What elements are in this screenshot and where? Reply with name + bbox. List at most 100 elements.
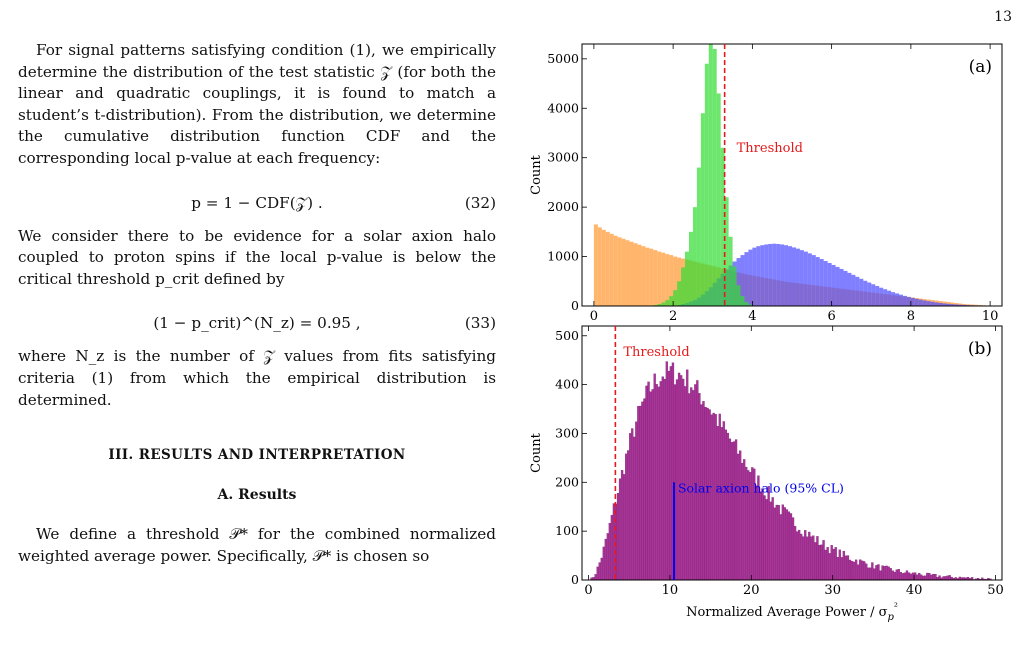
histogram-bar	[637, 244, 642, 306]
histogram-bar	[881, 565, 884, 580]
histogram-bar	[856, 564, 860, 580]
histogram-bar	[669, 366, 673, 580]
histogram-bar	[692, 207, 697, 306]
histogram-bar	[819, 259, 824, 306]
x-tick-label: 4	[748, 309, 756, 324]
histogram-bar	[800, 533, 803, 580]
y-tick-label: 0	[571, 298, 579, 313]
y-tick-label: 3000	[547, 150, 579, 165]
y-tick-label: 2000	[547, 199, 579, 214]
histogram-bar	[848, 559, 852, 580]
histogram-bar	[716, 93, 721, 306]
histogram-bar	[716, 426, 719, 580]
histogram-bar	[645, 385, 648, 580]
histogram-bar	[846, 555, 850, 580]
histogram-bar	[677, 281, 682, 306]
histogram-bar	[909, 573, 913, 580]
text-column: For signal patterns satisfying condition…	[18, 40, 496, 580]
histogram-bar	[784, 245, 789, 306]
y-tick-label: 200	[555, 474, 579, 489]
histogram-bar	[918, 299, 923, 306]
histogram-bar	[883, 566, 886, 580]
y-tick-label: 1000	[547, 249, 579, 264]
paragraph-4: We define a threshold 𝒫* for the combine…	[18, 525, 496, 565]
x-tick-label: 8	[907, 309, 915, 324]
histogram-bar	[625, 453, 628, 580]
histogram-bar	[618, 478, 622, 580]
histogram-bar	[877, 564, 880, 580]
histogram-bar	[621, 238, 626, 306]
x-axis-label: Normalized Average Power / σp²	[686, 602, 898, 623]
histogram-bar	[736, 453, 740, 580]
x-tick-label: 30	[824, 583, 841, 598]
histogram-bar	[773, 507, 776, 580]
histogram-bar	[777, 505, 780, 580]
histogram-bar	[783, 507, 787, 580]
histogram-bar	[728, 438, 732, 580]
histogram-bar	[918, 573, 921, 580]
histogram-bar	[815, 257, 820, 306]
histogram-bar	[641, 246, 646, 306]
histogram-bar	[743, 459, 746, 580]
histogram-bar	[810, 536, 813, 580]
histogram-bar	[730, 442, 734, 580]
histogram-bar	[598, 562, 601, 580]
paragraph-1: For signal patterns satisfying condition…	[18, 41, 496, 167]
histogram-bar	[659, 381, 662, 580]
histogram-bar	[910, 297, 915, 306]
figure: 0 2 4 6 8 10 0 1000 2000 3000 4000 5000 Threshold (a)…	[522, 40, 1022, 630]
histogram-bar	[879, 287, 884, 306]
histogram-bar	[854, 559, 858, 580]
histogram-bar	[655, 384, 658, 580]
histogram-bar	[651, 389, 654, 580]
histogram-bar	[649, 248, 654, 306]
histogram-bar	[958, 304, 963, 306]
histogram-bar	[946, 303, 951, 306]
histogram-bar	[661, 376, 664, 580]
histogram-bar	[779, 514, 782, 580]
histogram-bar	[903, 572, 907, 580]
chart-panel-1: 0 10 20 30 40 500100200300400500ThresholdSola…	[529, 325, 1004, 623]
histogram-bar	[681, 267, 686, 306]
equation-33: (1 − p_crit)^(N_z) = 0.95 , (33)	[18, 302, 496, 346]
histogram-bar	[605, 231, 610, 306]
histogram-bar	[891, 570, 894, 580]
histogram-bar	[712, 412, 715, 580]
histogram-bar	[643, 398, 646, 580]
x-tick-label: 6	[827, 309, 835, 324]
histogram-bar	[850, 560, 854, 580]
histogram-bar	[744, 252, 749, 306]
histogram-bar	[764, 244, 769, 306]
histogram-bar	[962, 304, 967, 306]
histogram-bar	[789, 513, 793, 580]
histogram-bar	[645, 247, 650, 306]
histogram-bar	[625, 240, 630, 306]
histogram-bar	[826, 547, 829, 580]
histogram-bar	[787, 511, 791, 580]
histogram-bar	[942, 303, 947, 306]
histogram-bar	[734, 439, 738, 580]
threshold-label: Threshold	[623, 345, 689, 360]
histogram-bar	[641, 401, 644, 580]
equation-33-number: (33)	[464, 314, 496, 333]
histogram-bar	[898, 294, 903, 306]
histogram-bar	[934, 574, 937, 580]
histogram-bar	[677, 372, 681, 580]
histogram-bar	[596, 566, 599, 580]
histogram-bar	[597, 227, 602, 306]
y-tick-label: 4000	[547, 100, 579, 115]
histogram-bar	[839, 268, 844, 306]
histogram-bar	[822, 540, 825, 580]
histogram-bar	[828, 553, 831, 580]
x-tick-label: 0	[590, 309, 598, 324]
histogram-bar	[802, 536, 805, 580]
histogram-bar	[633, 436, 636, 580]
histogram-bar	[847, 272, 852, 306]
histogram-bar	[788, 246, 792, 306]
histogram-bar	[767, 486, 770, 580]
histogram-bar	[696, 167, 701, 306]
bars-group	[593, 44, 991, 306]
histogram-bar	[875, 565, 878, 580]
histogram-bar	[708, 44, 713, 306]
chart-panel-0: 0 2 4 6 8 10 0 1000 2000 3000 4000 5000 Threshold (a)…	[529, 43, 1003, 324]
